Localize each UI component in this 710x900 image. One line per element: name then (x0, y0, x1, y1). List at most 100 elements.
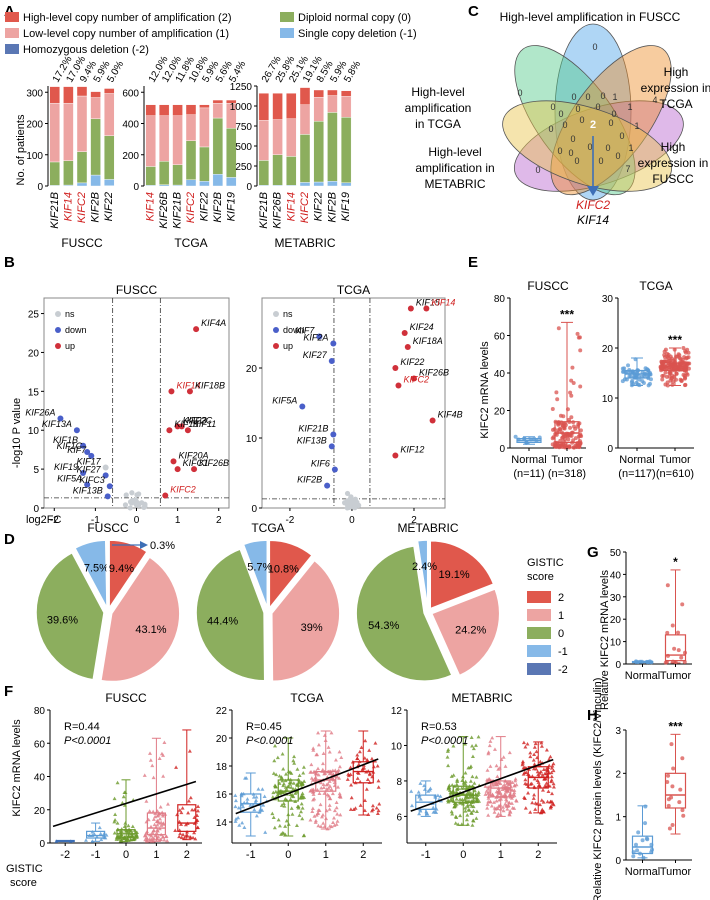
data-point (241, 804, 246, 809)
data-point (332, 823, 337, 827)
stat-r: R=0.44 (64, 721, 100, 733)
pie-value-label: 39.6% (47, 615, 78, 627)
y-tick-label: 8 (396, 777, 402, 788)
legend-swatch (527, 645, 551, 657)
venn-region-count: 0 (600, 91, 605, 101)
data-point (474, 775, 479, 779)
data-point (506, 801, 511, 805)
data-point (670, 822, 675, 827)
data-point (299, 793, 304, 798)
data-point (500, 787, 505, 792)
legend-label: 1 (558, 610, 564, 622)
data-point (528, 750, 533, 755)
data-point (245, 800, 250, 804)
data-point (532, 762, 537, 766)
pie-value-label: 5.7% (247, 562, 272, 574)
y-tick-label: 0 (246, 182, 252, 193)
data-point (157, 821, 162, 825)
chart-d-metabric: METABRIC 19.1% 24.2% 54.3% 2.4% (355, 521, 501, 682)
data-point (507, 780, 512, 784)
venn-label-tcga-amp-2: amplification (405, 101, 472, 115)
data-point (670, 382, 675, 387)
data-point (150, 830, 155, 835)
y-tick-label: 18 (216, 762, 228, 773)
category-label: KIF21B (49, 192, 61, 229)
data-point (471, 746, 476, 751)
data-point (507, 812, 512, 816)
category-label: KIF21B (172, 192, 184, 229)
data-point (147, 809, 152, 813)
data-point (446, 786, 451, 791)
data-point (626, 363, 631, 368)
data-point (525, 741, 530, 746)
venn-region-count: 0 (587, 142, 592, 152)
data-point (321, 785, 326, 789)
data-point (318, 802, 323, 807)
data-point (327, 807, 332, 811)
venn-region-count: 0 (611, 109, 616, 119)
legend-label-diploid: Diploid normal copy (0) (298, 12, 411, 24)
data-point (445, 798, 450, 802)
data-point (462, 742, 467, 746)
data-point (234, 816, 239, 821)
data-point (288, 797, 293, 801)
pie-slice-0 (355, 545, 453, 682)
data-point (233, 793, 238, 797)
venn-label-tcga-expr-group: High expression in TCGA (641, 65, 710, 111)
data-point (679, 655, 684, 660)
y-tick-label: 14 (216, 818, 228, 829)
data-point (359, 745, 364, 750)
data-point (271, 771, 276, 775)
venn-region-count: 1 (634, 121, 639, 131)
bar-segment-single_del (103, 179, 115, 186)
data-point (311, 792, 316, 796)
data-point (123, 821, 128, 825)
data-point (671, 766, 676, 771)
data-point (332, 808, 337, 813)
stat-r: R=0.53 (421, 721, 457, 733)
data-point (422, 787, 427, 791)
y-tick-label: 0 (499, 444, 505, 455)
data-point (544, 781, 549, 785)
data-point (532, 776, 537, 781)
point-down (299, 403, 306, 410)
y-tick-label: 1000 (230, 102, 253, 113)
bar-segment-amp_high (63, 86, 74, 104)
data-point (335, 812, 340, 816)
data-point (334, 822, 339, 826)
data-point (489, 804, 494, 808)
category-label: KIF14 (62, 192, 74, 221)
bar-segment-amp_low (340, 96, 352, 118)
data-point (663, 660, 668, 665)
venn-region-count: 2 (590, 119, 596, 131)
bar-segment-amp_high (49, 86, 60, 104)
data-point (240, 820, 245, 825)
data-point (294, 823, 299, 827)
data-point (564, 445, 569, 450)
point-up (193, 326, 200, 333)
data-point (503, 790, 508, 794)
data-point (326, 786, 331, 790)
bar-segment-amp_high (299, 87, 311, 105)
data-point (164, 834, 169, 839)
point-label: KIF4B (438, 410, 463, 420)
data-point (538, 769, 543, 774)
data-point (130, 824, 135, 829)
legend-swatch (527, 609, 551, 621)
chart-a-fuscc: 0100200300KIF21B17.2%KIF1417.0%KIFC29.4%… (26, 54, 126, 250)
data-point (663, 382, 668, 387)
data-point (446, 799, 451, 804)
data-point (483, 792, 488, 796)
data-point (463, 809, 468, 813)
data-point (374, 805, 379, 810)
y-tick-label: 10 (391, 741, 403, 752)
data-point (445, 755, 450, 759)
data-point (363, 738, 368, 743)
bar-segment-amp_low (172, 115, 183, 165)
category-label: KIF14 (145, 192, 157, 221)
panel-h-ylabel: Relative KIFC2 protein levels (KIFC2/Vin… (592, 678, 604, 900)
category-label: KIF2B (90, 192, 102, 223)
data-point (488, 764, 493, 768)
bar-segment-amp_high (212, 99, 224, 104)
